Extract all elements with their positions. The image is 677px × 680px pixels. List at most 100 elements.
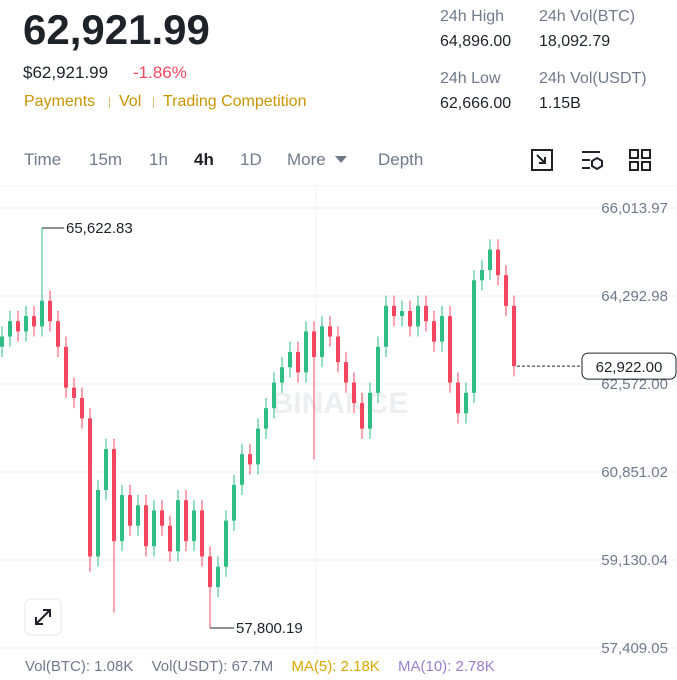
candle-body bbox=[24, 316, 28, 332]
candle-body bbox=[368, 392, 372, 429]
sep bbox=[153, 97, 154, 108]
stat-label: 24h Vol(USDT) bbox=[539, 70, 647, 87]
candle-body bbox=[152, 510, 156, 547]
candle-body bbox=[512, 305, 516, 367]
stat-value: 62,666.00 bbox=[440, 95, 512, 112]
candle-body bbox=[120, 495, 124, 542]
change: -1.86% bbox=[133, 63, 187, 82]
link[interactable]: Payments bbox=[24, 93, 96, 110]
candle-body bbox=[104, 449, 108, 490]
candle-body bbox=[192, 510, 196, 542]
tab[interactable]: Depth bbox=[378, 150, 424, 169]
candle-body bbox=[256, 428, 260, 465]
candle-body bbox=[40, 300, 44, 327]
expand-button[interactable] bbox=[24, 598, 62, 636]
stat-value: 64,896.00 bbox=[440, 33, 512, 50]
price: 62,921.99 bbox=[23, 6, 210, 53]
candle-body bbox=[136, 505, 140, 526]
candle-body bbox=[488, 249, 492, 271]
candle-body bbox=[88, 418, 92, 557]
stat-value: 18,092.79 bbox=[539, 33, 611, 50]
footer: Vol(BTC): 1.08K Vol(USDT): 67.7M MA(5): … bbox=[0, 658, 677, 675]
candle-body bbox=[240, 454, 244, 485]
stat-label: 24h Vol(BTC) bbox=[539, 8, 636, 25]
y-tick-label: 57,409.05 bbox=[601, 640, 668, 655]
candle-body bbox=[504, 275, 508, 306]
candle-body bbox=[408, 310, 412, 327]
candle-body bbox=[48, 300, 52, 322]
candle-body bbox=[8, 321, 12, 337]
candle-body bbox=[448, 316, 452, 383]
low-label: 57,800.19 bbox=[236, 620, 303, 637]
candle-body bbox=[288, 351, 292, 368]
candle-body bbox=[56, 321, 60, 347]
candle-body bbox=[344, 362, 348, 383]
link[interactable]: Vol bbox=[119, 93, 142, 110]
candle-body bbox=[416, 305, 420, 327]
candle-body bbox=[32, 316, 36, 327]
candle-body bbox=[328, 326, 332, 337]
last-price-box bbox=[581, 352, 677, 380]
candle-body bbox=[296, 351, 300, 373]
footer-item: Vol(USDT): 67.7M bbox=[151, 658, 274, 675]
y-tick-label: 62,572.00 bbox=[601, 376, 668, 393]
usd-price: $62,921.99 bbox=[23, 63, 109, 82]
candle-body bbox=[280, 367, 284, 383]
high-label: 65,622.83 bbox=[66, 220, 133, 237]
y-tick-label: 60,851.02 bbox=[601, 464, 668, 481]
candle-body bbox=[320, 326, 324, 358]
y-tick-label: 64,292.98 bbox=[601, 288, 668, 305]
tab[interactable]: More bbox=[287, 150, 326, 169]
candle-body bbox=[80, 397, 84, 419]
candle-body bbox=[472, 280, 476, 393]
dropdown-arrow bbox=[335, 156, 347, 163]
tab[interactable]: Time bbox=[24, 150, 62, 169]
candle-body bbox=[112, 449, 116, 542]
link[interactable]: Trading Competition bbox=[163, 93, 307, 110]
candle-body bbox=[160, 510, 164, 526]
candle-body bbox=[360, 403, 364, 429]
y-tick-label: 66,013.97 bbox=[601, 200, 668, 217]
candle-body bbox=[392, 305, 396, 317]
tab[interactable]: 1h bbox=[149, 150, 168, 169]
footer-item: Vol(BTC): 1.08K bbox=[25, 658, 134, 675]
footer-item: MA(5): 2.18K bbox=[291, 658, 380, 675]
candle-body bbox=[456, 382, 460, 414]
candle-body bbox=[376, 346, 380, 393]
candle-body bbox=[440, 316, 444, 342]
candle-body bbox=[304, 331, 308, 373]
watermark: BINANCE bbox=[272, 387, 409, 420]
candle-body bbox=[16, 321, 20, 332]
candle-body bbox=[312, 331, 316, 358]
candle-body bbox=[216, 566, 220, 588]
candle-body bbox=[272, 382, 276, 409]
y-tick-label: 59,130.04 bbox=[601, 552, 668, 569]
last-price-label: 62,922.00 bbox=[596, 359, 663, 376]
chart: BINANCE 57,409.05 59,130.04 60,851.02 62,57… bbox=[0, 185, 677, 655]
candle-body bbox=[464, 392, 468, 414]
candle-body bbox=[432, 321, 436, 342]
tab[interactable]: 15m bbox=[89, 150, 123, 169]
candle-body bbox=[64, 346, 68, 388]
candle-body bbox=[224, 520, 228, 567]
tab[interactable]: 1D bbox=[240, 150, 262, 169]
sep bbox=[109, 97, 110, 108]
candle-body bbox=[0, 336, 4, 347]
footer-item: MA(10): 2.78K bbox=[397, 658, 495, 675]
candle-body bbox=[128, 495, 132, 526]
candle-body bbox=[424, 305, 428, 322]
candle-body bbox=[496, 249, 500, 276]
candle-body bbox=[168, 525, 172, 552]
candle-body bbox=[480, 270, 484, 281]
tab-active[interactable]: 4h bbox=[194, 150, 214, 169]
candle-body bbox=[176, 500, 180, 552]
candle-body bbox=[144, 505, 148, 547]
stat-label: 24h Low bbox=[440, 70, 501, 87]
stat-value: 1.15B bbox=[539, 95, 581, 112]
candle-body bbox=[200, 510, 204, 557]
candle-body bbox=[96, 489, 100, 557]
candle-body bbox=[336, 336, 340, 363]
toolbar-icons[interactable] bbox=[530, 148, 660, 172]
candle-body bbox=[184, 500, 188, 542]
